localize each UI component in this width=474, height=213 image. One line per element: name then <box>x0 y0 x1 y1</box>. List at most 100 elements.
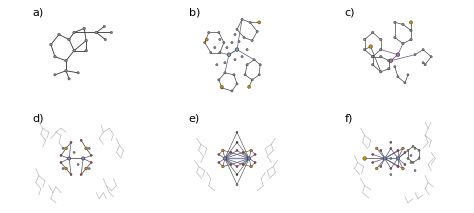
Circle shape <box>251 79 253 81</box>
Circle shape <box>64 147 67 150</box>
Circle shape <box>83 27 85 30</box>
Circle shape <box>236 174 238 176</box>
Circle shape <box>236 166 238 168</box>
Circle shape <box>236 83 238 85</box>
Circle shape <box>88 168 90 170</box>
Circle shape <box>88 147 90 149</box>
Circle shape <box>235 48 239 51</box>
Circle shape <box>372 63 374 66</box>
Circle shape <box>249 21 251 23</box>
Circle shape <box>236 141 238 143</box>
Circle shape <box>372 161 374 164</box>
Circle shape <box>244 74 246 76</box>
Circle shape <box>77 164 79 166</box>
Circle shape <box>219 38 221 41</box>
Circle shape <box>401 167 404 170</box>
Circle shape <box>236 184 238 186</box>
Circle shape <box>234 33 236 36</box>
Circle shape <box>396 53 400 56</box>
Circle shape <box>414 147 416 149</box>
Circle shape <box>412 161 414 164</box>
Text: b): b) <box>189 7 200 17</box>
Circle shape <box>404 82 406 84</box>
Circle shape <box>363 157 366 160</box>
Circle shape <box>50 43 52 46</box>
Circle shape <box>68 38 70 41</box>
Circle shape <box>219 52 221 54</box>
Circle shape <box>390 147 392 149</box>
Circle shape <box>243 36 245 39</box>
Circle shape <box>60 161 62 164</box>
Circle shape <box>85 167 88 170</box>
Circle shape <box>380 48 382 51</box>
Circle shape <box>223 42 225 44</box>
Circle shape <box>390 168 392 170</box>
Circle shape <box>236 149 238 151</box>
Circle shape <box>233 74 235 76</box>
Circle shape <box>372 55 374 58</box>
Circle shape <box>410 29 412 32</box>
Circle shape <box>216 64 218 66</box>
Circle shape <box>224 62 226 64</box>
Circle shape <box>104 38 107 41</box>
Circle shape <box>210 52 212 54</box>
Circle shape <box>64 167 67 170</box>
Circle shape <box>256 30 258 33</box>
Circle shape <box>54 74 56 76</box>
Circle shape <box>410 38 412 41</box>
Circle shape <box>410 154 412 156</box>
Circle shape <box>258 74 260 76</box>
Circle shape <box>383 157 386 160</box>
Circle shape <box>110 31 112 34</box>
Circle shape <box>220 85 223 88</box>
Circle shape <box>80 174 82 176</box>
Circle shape <box>247 157 251 160</box>
Circle shape <box>404 164 406 166</box>
Circle shape <box>85 49 88 52</box>
Circle shape <box>407 74 409 76</box>
Circle shape <box>364 38 366 41</box>
Circle shape <box>231 90 233 92</box>
Circle shape <box>223 157 227 160</box>
Circle shape <box>77 72 79 74</box>
Circle shape <box>85 147 88 150</box>
Circle shape <box>246 49 248 51</box>
Circle shape <box>372 55 374 58</box>
Circle shape <box>242 164 244 166</box>
Circle shape <box>90 154 92 156</box>
Circle shape <box>414 53 416 56</box>
Circle shape <box>397 166 399 168</box>
Circle shape <box>394 21 396 24</box>
Circle shape <box>68 78 70 80</box>
Circle shape <box>380 38 382 41</box>
Circle shape <box>369 45 373 48</box>
Circle shape <box>412 145 414 147</box>
Circle shape <box>62 147 64 149</box>
Text: c): c) <box>345 7 355 17</box>
Circle shape <box>230 151 232 153</box>
Circle shape <box>231 42 233 44</box>
Circle shape <box>259 64 261 66</box>
Circle shape <box>60 154 62 156</box>
Circle shape <box>254 161 256 164</box>
Circle shape <box>388 68 390 70</box>
Circle shape <box>254 153 256 155</box>
Circle shape <box>230 164 232 166</box>
Circle shape <box>238 40 240 43</box>
Circle shape <box>407 157 409 160</box>
Circle shape <box>65 69 67 72</box>
Circle shape <box>241 18 243 20</box>
Circle shape <box>247 85 251 88</box>
Circle shape <box>95 31 98 34</box>
Circle shape <box>65 59 67 62</box>
Circle shape <box>234 59 236 61</box>
Circle shape <box>375 167 378 170</box>
Circle shape <box>418 149 420 151</box>
Circle shape <box>390 157 392 160</box>
Circle shape <box>214 46 216 49</box>
Circle shape <box>394 36 396 39</box>
Circle shape <box>430 56 432 58</box>
Circle shape <box>82 157 85 160</box>
Circle shape <box>397 149 399 151</box>
Circle shape <box>73 49 75 52</box>
